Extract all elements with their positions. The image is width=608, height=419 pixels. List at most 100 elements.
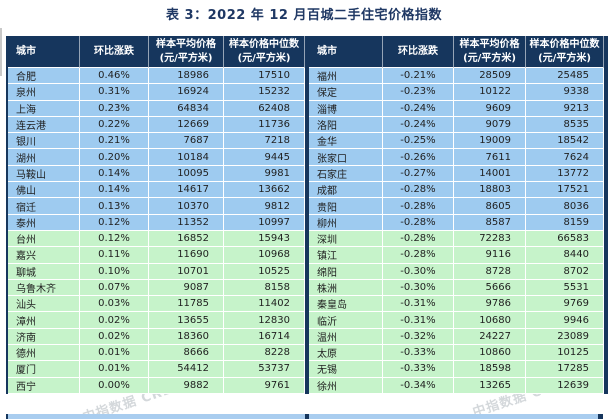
- median-cell: 8440: [526, 247, 604, 264]
- table-row: 无锡 -0.33% 18598 17285: [309, 361, 604, 378]
- table-row: 镇江 -0.28% 9116 8440: [309, 247, 604, 264]
- avg-cell: 10701: [149, 263, 224, 280]
- city-cell: 银川: [8, 133, 80, 150]
- median-cell: 12639: [526, 377, 604, 394]
- city-cell: 合肥: [8, 68, 80, 85]
- city-cell: 镇江: [309, 247, 383, 264]
- avg-cell: 11690: [149, 247, 224, 264]
- table-row: 泰州 0.12% 11352 10997: [8, 214, 305, 231]
- city-cell: 台州: [8, 230, 80, 248]
- table-row: 石家庄 -0.27% 14001 13772: [309, 165, 604, 183]
- avg-cell: 18598: [454, 361, 526, 378]
- change-cell: 0.46%: [80, 68, 149, 85]
- avg-cell: 13655: [149, 312, 224, 329]
- city-cell: 洛阳: [309, 116, 383, 134]
- table-row: 徐州 -0.34% 13265 12639: [309, 377, 604, 394]
- avg-cell: 24227: [454, 328, 526, 346]
- table-row: 保定 -0.23% 10122 9338: [309, 84, 604, 101]
- page-title: 表 3：2022 年 12 月百城二手住宅价格指数: [166, 8, 442, 23]
- table-row: 马鞍山 0.14% 10095 9981: [8, 165, 305, 183]
- avg-cell: 54412: [149, 361, 224, 378]
- change-cell: 0.00%: [80, 377, 149, 394]
- table-row: 宿迁 0.13% 10370 9812: [8, 198, 305, 215]
- change-cell: -0.23%: [383, 84, 454, 101]
- avg-cell: 9609: [454, 100, 526, 117]
- median-cell: 25485: [526, 68, 604, 85]
- table-row: 株洲 -0.30% 5666 5531: [309, 279, 604, 297]
- city-cell: 佛山: [8, 182, 80, 199]
- median-cell: 8159: [526, 214, 604, 231]
- table-row: 嘉兴 0.11% 11690 10968: [8, 247, 305, 264]
- median-cell: 18542: [526, 133, 604, 150]
- city-cell: 济南: [8, 328, 80, 346]
- change-cell: -0.28%: [383, 214, 454, 231]
- column-header-change: 环比涨跌: [80, 36, 149, 68]
- avg-cell: 64834: [149, 100, 224, 117]
- table-row: 秦皇岛 -0.31% 9786 9769: [309, 296, 604, 313]
- avg-cell: 28509: [454, 68, 526, 85]
- avg-cell: 9116: [454, 247, 526, 264]
- avg-cell: 9079: [454, 116, 526, 134]
- table-row: 上海 0.23% 64834 62408: [8, 100, 305, 117]
- change-cell: -0.30%: [383, 263, 454, 280]
- median-cell: 9445: [224, 149, 305, 166]
- median-cell: 11402: [224, 296, 305, 313]
- city-cell: 德州: [8, 345, 80, 362]
- change-cell: -0.32%: [383, 328, 454, 346]
- city-cell: 泉州: [8, 84, 80, 101]
- median-cell: 9769: [526, 296, 604, 313]
- header-row: 城市 环比涨跌 样本平均价格 (元/平方米) 样本价格中位数 (元/平方米): [309, 36, 604, 68]
- avg-cell: 18986: [149, 68, 224, 85]
- table-row: 温州 -0.32% 24227 23089: [309, 328, 604, 346]
- table-row: 湖州 0.20% 10184 9445: [8, 149, 305, 166]
- table-row: 洛阳 -0.24% 9079 8535: [309, 116, 604, 134]
- city-cell: 贵阳: [309, 198, 383, 215]
- median-cell: 16714: [224, 328, 305, 346]
- avg-cell: 14617: [149, 182, 224, 199]
- city-cell: 临沂: [309, 312, 383, 329]
- change-cell: 0.14%: [80, 165, 149, 183]
- change-cell: 0.31%: [80, 84, 149, 101]
- median-cell: 10968: [224, 247, 305, 264]
- table-row: 银川 0.21% 7687 7218: [8, 133, 305, 150]
- table-row: 漳州 0.02% 13655 12830: [8, 312, 305, 329]
- change-cell: -0.33%: [383, 345, 454, 362]
- city-cell: 金华: [309, 133, 383, 150]
- city-cell: 太原: [309, 345, 383, 362]
- table-row: 深圳 -0.28% 72283 66583: [309, 230, 604, 248]
- left-edge-artifact: [0, 28, 2, 76]
- table-row: 淄博 -0.24% 9609 9213: [309, 100, 604, 117]
- city-cell: 西宁: [8, 377, 80, 394]
- table-row: 台州 0.12% 16852 15943: [8, 230, 305, 248]
- cutoff-next-row: [6, 414, 603, 419]
- city-cell: 株洲: [309, 279, 383, 297]
- column-header-median: 样本价格中位数 (元/平方米): [526, 36, 604, 68]
- column-header-city: 城市: [8, 36, 80, 68]
- change-cell: 0.23%: [80, 100, 149, 117]
- median-cell: 8535: [526, 116, 604, 134]
- median-cell: 5531: [526, 279, 604, 297]
- median-cell: 13662: [224, 182, 305, 199]
- median-cell: 11736: [224, 116, 305, 134]
- median-cell: 10525: [224, 263, 305, 280]
- city-cell: 成都: [309, 182, 383, 199]
- change-cell: -0.27%: [383, 165, 454, 183]
- table-row: 金华 -0.25% 19009 18542: [309, 133, 604, 150]
- median-cell: 9812: [224, 198, 305, 215]
- city-cell: 漳州: [8, 312, 80, 329]
- change-cell: 0.13%: [80, 198, 149, 215]
- left-table: 城市 环比涨跌 样本平均价格 (元/平方米) 样本价格中位数 (元/平方米) 合肥 0.46%…: [6, 36, 305, 394]
- median-cell: 23089: [526, 328, 604, 346]
- table-row: 济南 0.02% 18360 16714: [8, 328, 305, 346]
- change-cell: 0.03%: [80, 296, 149, 313]
- change-cell: -0.26%: [383, 149, 454, 166]
- city-cell: 上海: [8, 100, 80, 117]
- table-row: 泉州 0.31% 16924 15232: [8, 84, 305, 101]
- table-divider: [305, 414, 309, 419]
- change-cell: 0.21%: [80, 133, 149, 150]
- change-cell: -0.31%: [383, 296, 454, 313]
- table-row: 柳州 -0.28% 8587 8159: [309, 214, 604, 231]
- median-cell: 15232: [224, 84, 305, 101]
- table-row: 绵阳 -0.30% 8728 8702: [309, 263, 604, 280]
